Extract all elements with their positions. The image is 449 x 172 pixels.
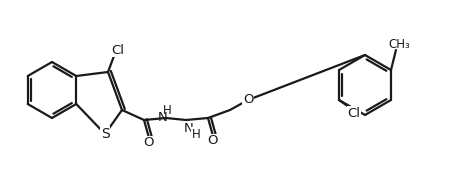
Text: N: N [184,121,194,135]
Text: O: O [243,93,253,105]
Text: H: H [192,127,200,141]
Text: Cl: Cl [111,44,124,56]
Text: O: O [144,137,154,149]
Text: Cl: Cl [348,106,361,120]
Text: CH₃: CH₃ [388,37,410,51]
Text: S: S [101,127,110,141]
Text: O: O [208,135,218,148]
Text: O: O [243,93,253,105]
Text: H: H [163,104,172,116]
Text: N: N [158,110,168,123]
